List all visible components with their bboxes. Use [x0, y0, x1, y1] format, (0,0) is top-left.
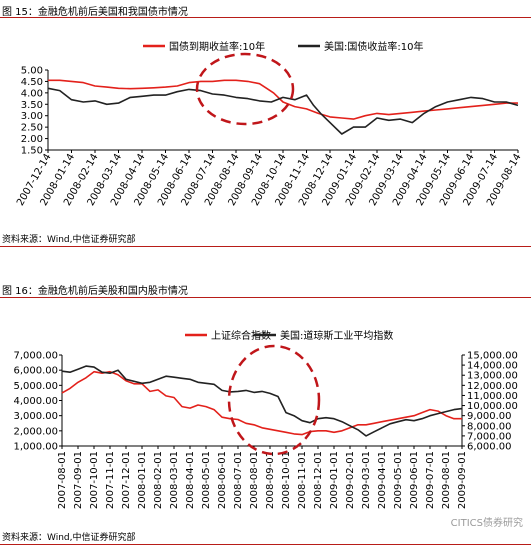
y-right-tick-label: 6,000.00 — [467, 442, 512, 453]
y-right-tick-label: 11,000.00 — [467, 391, 518, 402]
legend-label-cn-10y: 国债到期收益率:10年 — [169, 40, 265, 53]
y-left-tick-label: 4,000.00 — [13, 396, 58, 407]
x-tick-label: 2007-08-01 — [57, 451, 68, 509]
series-line-1 — [47, 87, 519, 135]
x-tick-label: 2008-06-01 — [217, 451, 228, 509]
stock-index-chart: 上证综合指数 美国:道琼斯工业平均指数 7,000.006,000.005,00… — [13, 329, 518, 509]
y-tick-label: 5.00 — [21, 66, 43, 77]
x-tick-label: 2008-12-01 — [313, 451, 324, 509]
figure-16-source: 资料来源：Wind,中信证券研究部 — [2, 533, 136, 543]
figure-15-source: 资料来源：Wind,中信证券研究部 — [2, 235, 136, 245]
figure-15-bottom-rule — [0, 246, 531, 247]
y-right-tick-label: 14,000.00 — [467, 361, 518, 372]
x-tick-label: 2007-10-01 — [89, 451, 100, 509]
x-tick-label: 2009-09-01 — [457, 451, 468, 509]
x-tick-label: 2008-02-01 — [153, 451, 164, 509]
x-tick-label: 2009-03-01 — [361, 451, 372, 509]
figure-15-title: 图 15：金融危机前后美国和我国债市情况 — [2, 7, 188, 18]
y-left-tick-label: 1,000.00 — [13, 442, 58, 453]
x-axis: 2007-08-01 2007-09-01 2007-10-01 2007-11-01… — [57, 445, 468, 509]
x-tick-label: 2008-03-01 — [169, 451, 180, 509]
y-right-tick-label: 7,000.00 — [467, 431, 512, 442]
figure-16-title: 图 16：金融危机前后美股和国内股市情况 — [2, 286, 188, 297]
y-left-tick-label: 7,000.00 — [13, 351, 58, 362]
y-left-tick-label: 2,000.00 — [13, 426, 58, 437]
x-tick-label: 2009-07-01 — [425, 451, 436, 509]
y-tick-label: 2.50 — [21, 123, 43, 134]
legend-label-sse: 上证综合指数 — [211, 329, 271, 342]
x-tick-label: 2009-04-01 — [377, 451, 388, 509]
figure-16-title-rule — [0, 297, 531, 298]
y-right-tick-label: 10,000.00 — [467, 401, 518, 412]
legend-label-djia: 美国:道琼斯工业平均指数 — [280, 329, 393, 342]
series-line-0 — [48, 79, 518, 120]
x-tick-label: 2009-08-01 — [441, 451, 452, 509]
x-tick-label: 2008-09-01 — [265, 451, 276, 509]
y-right-tick-label: 12,000.00 — [467, 381, 518, 392]
series-line-1 — [61, 365, 463, 437]
x-tick-label: 2008-05-01 — [201, 451, 212, 509]
y-right-tick-label: 9,000.00 — [467, 411, 512, 422]
y-axis-right: 15,000.0014,000.0013,000.0012,000.0011,0… — [461, 351, 518, 453]
x-tick-label: 2007-11-01 — [105, 451, 116, 509]
x-tick-label: 2008-04-01 — [185, 451, 196, 509]
legend: 上证综合指数 美国:道琼斯工业平均指数 — [185, 329, 393, 342]
y-left-tick-label: 5,000.00 — [13, 381, 58, 392]
figure-16-bottom-rule — [0, 544, 531, 545]
y-tick-label: 3.00 — [21, 111, 43, 122]
bond-yield-chart: 国债到期收益率:10年 美国:国债收益率:10年 5.004.504.003.5… — [15, 40, 524, 208]
y-tick-label: 4.50 — [21, 77, 43, 88]
x-tick-label: 2009-05-01 — [393, 451, 404, 509]
highlight-circle — [227, 344, 321, 456]
highlight-circle — [195, 52, 295, 126]
x-tick-label: 2008-08-01 — [249, 451, 260, 509]
y-right-tick-label: 15,000.00 — [467, 351, 518, 362]
y-right-tick-label: 8,000.00 — [467, 421, 512, 432]
x-axis: 2007-12-142008-01-142008-02-142008-03-14… — [15, 149, 524, 208]
y-axis-left: 7,000.00 6,000.00 5,000.00 4,000.00 3,000.00… — [13, 351, 63, 453]
watermark: CITICS债券研究 — [450, 518, 523, 529]
legend: 国债到期收益率:10年 美国:国债收益率:10年 — [143, 40, 423, 53]
series-lines — [61, 365, 463, 437]
figure-15-title-rule — [0, 17, 531, 18]
y-tick-label: 2.00 — [21, 134, 43, 145]
y-left-tick-label: 6,000.00 — [13, 366, 58, 377]
y-tick-label: 1.50 — [21, 146, 43, 157]
x-tick-label: 2008-07-01 — [233, 451, 244, 509]
x-tick-label: 2009-02-01 — [345, 451, 356, 509]
y-left-tick-label: 3,000.00 — [13, 411, 58, 422]
x-tick-label: 2007-12-01 — [121, 451, 132, 509]
y-right-tick-label: 13,000.00 — [467, 371, 518, 382]
legend-label-us-10y: 美国:国债收益率:10年 — [324, 40, 423, 53]
series-lines — [47, 79, 519, 135]
x-tick-label: 2007-09-01 — [73, 451, 84, 509]
x-tick-label: 2009-01-01 — [329, 451, 340, 509]
y-tick-label: 4.00 — [21, 88, 43, 99]
x-tick-label: 2008-11-01 — [297, 451, 308, 509]
x-tick-label: 2009-06-01 — [409, 451, 420, 509]
series-line-0 — [61, 370, 462, 436]
y-axis: 5.004.504.003.503.002.502.001.50 — [21, 66, 49, 157]
x-tick-label: 2008-01-01 — [137, 451, 148, 509]
x-tick-label: 2008-10-01 — [281, 451, 292, 509]
y-tick-label: 3.50 — [21, 100, 43, 111]
